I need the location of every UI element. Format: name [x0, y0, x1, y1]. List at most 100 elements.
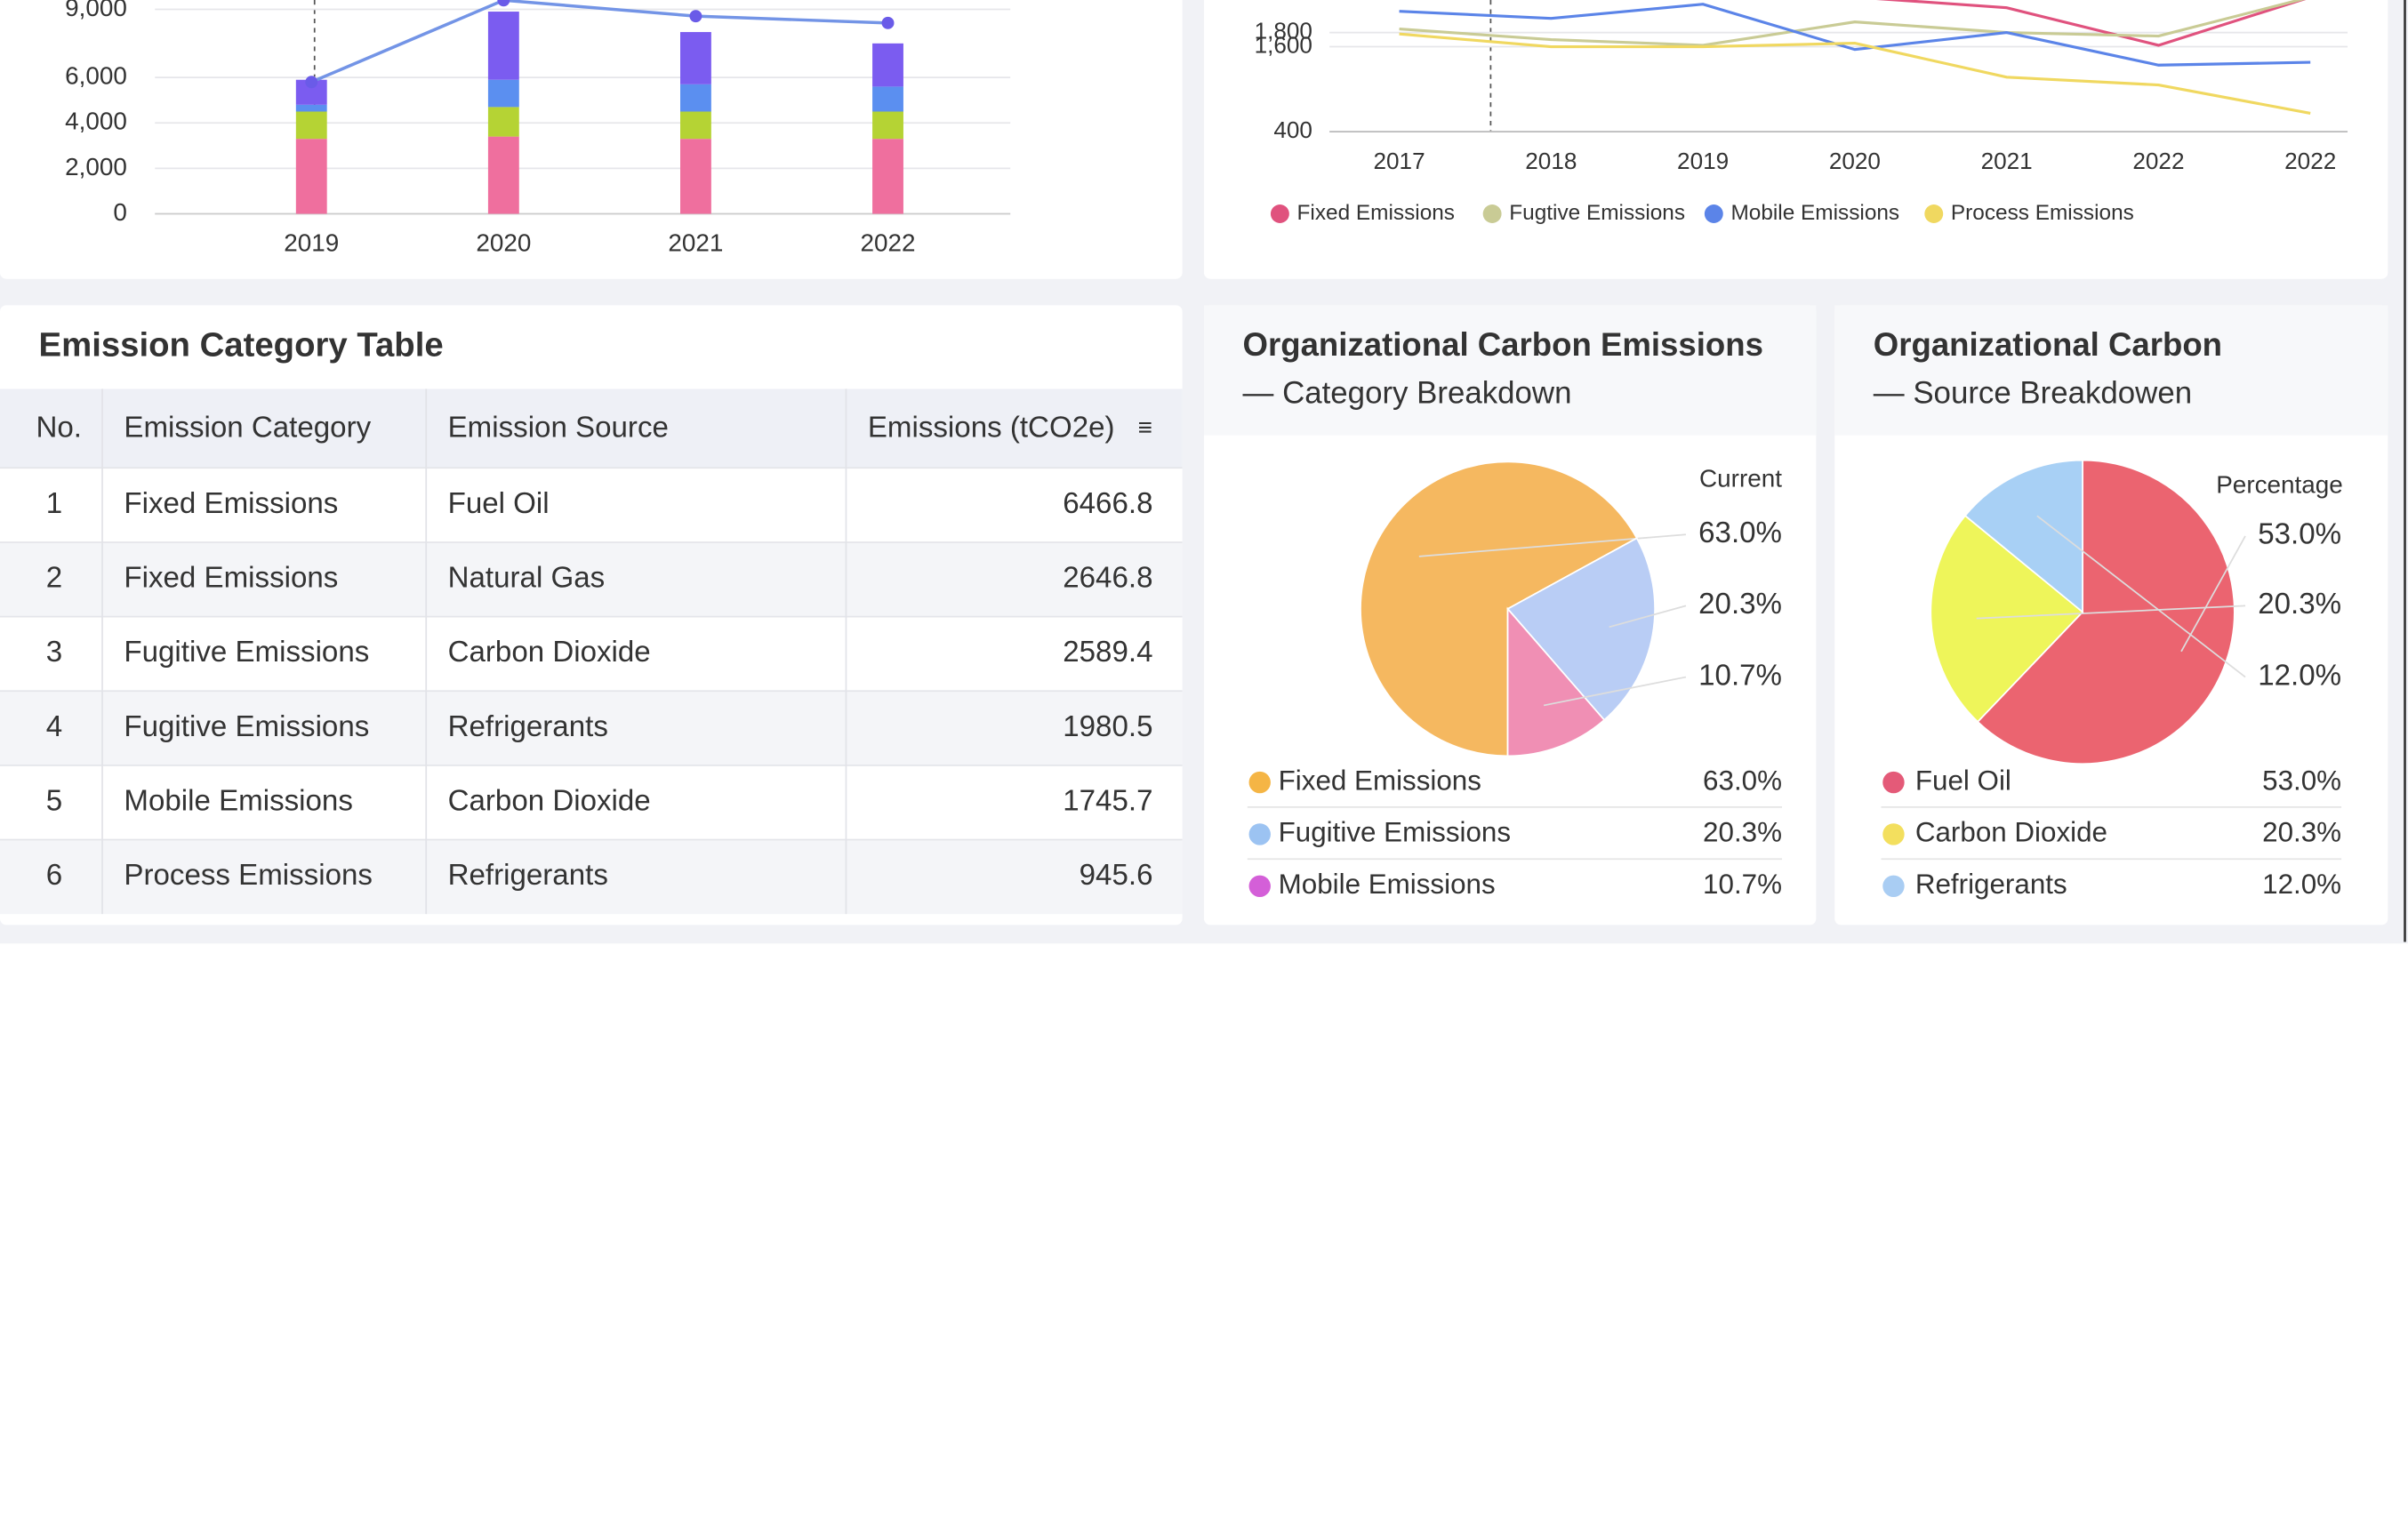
pie-slice — [1963, 459, 2083, 614]
table-title: Emission Category Table — [39, 326, 444, 364]
menu-icon: ≡ — [1138, 413, 1152, 441]
bar-segment — [295, 104, 327, 112]
y-tick-label: 1,600 — [1255, 31, 1312, 58]
x-tick-label: 2022 — [861, 229, 916, 257]
table-cell: Fixed Emissions — [124, 487, 338, 520]
column-header: Emissions (tCO2e) — [868, 411, 1115, 444]
slice-label: 63.0% — [1698, 517, 1782, 549]
y-tick-label: 4,000 — [65, 108, 127, 135]
point — [497, 0, 510, 7]
bar-segment — [680, 32, 711, 84]
table-row — [0, 691, 1183, 765]
legend-label: Mobile Emissions — [1279, 869, 1496, 900]
legend-dot — [1248, 875, 1271, 898]
legend-value: 53.0% — [2262, 765, 2341, 796]
x-tick-label: 2019 — [284, 229, 339, 257]
table-row — [0, 616, 1183, 692]
pie-header: Percentage — [2216, 471, 2343, 499]
legend-value: 63.0% — [1703, 765, 1782, 796]
legend-label: Carbon Dioxide — [1915, 817, 2107, 848]
y-tick-label: 1,800 — [1255, 17, 1312, 44]
bar-segment — [487, 79, 519, 108]
legend-label: Fixed Emissions — [1297, 201, 1455, 225]
x-tick-label: 2017 — [1374, 148, 1425, 174]
bar-segment — [295, 111, 327, 140]
panel — [0, 0, 1183, 279]
table-cell: 6 — [46, 859, 62, 892]
y-tick-label: 6,000 — [65, 62, 127, 90]
x-tick-label: 2018 — [1525, 148, 1577, 174]
line — [310, 0, 888, 84]
legend-dot — [1248, 771, 1271, 794]
table-cell: Natural Gas — [448, 562, 606, 595]
table-row — [0, 839, 1183, 915]
pie-title: Organizational Carbon Emissions — [1243, 326, 1763, 363]
x-tick-label: 2019 — [1677, 148, 1729, 174]
legend-dot — [1882, 823, 1905, 845]
pie-slice — [1360, 461, 1638, 757]
x-tick-label: 2020 — [476, 229, 531, 257]
table-cell: Fugitive Emissions — [124, 710, 369, 743]
legend-dot — [1882, 875, 1905, 898]
legend-label: Mobile Emissions — [1730, 201, 1899, 225]
legend-dot — [1248, 823, 1271, 845]
line — [1399, 32, 2311, 115]
x-tick-label: 2022 — [2284, 148, 2336, 174]
table-cell: 945.6 — [1080, 859, 1153, 892]
table-cell: 2646.8 — [1063, 562, 1152, 595]
table-cell: 2 — [46, 562, 62, 595]
leader-line — [1543, 676, 1687, 707]
point — [881, 16, 895, 29]
bar-segment — [680, 84, 711, 112]
leader-line — [2180, 535, 2246, 653]
table-row — [0, 765, 1183, 840]
legend-label: Fuel Oil — [1915, 765, 2011, 796]
pie-slice — [1930, 514, 2084, 724]
table-cell: 3 — [46, 636, 62, 669]
y-tick-label: 400 — [1273, 116, 1312, 143]
x-tick-label: 2021 — [1981, 148, 2033, 174]
legend-dot — [1882, 771, 1905, 794]
bar-segment — [872, 111, 903, 140]
table-cell: Fugitive Emissions — [124, 636, 369, 669]
legend-label: Refrigerants — [1915, 869, 2067, 900]
legend-value: 12.0% — [2262, 869, 2341, 900]
legend-value: 20.3% — [1703, 817, 1782, 848]
pie-header: Current — [1699, 465, 1782, 493]
legend-dot — [1270, 204, 1289, 223]
legend-label: Fugtive Emissions — [1509, 201, 1685, 225]
panel — [1204, 0, 2388, 279]
slice-label: 53.0% — [2258, 518, 2341, 551]
bar-segment — [680, 139, 711, 214]
point — [689, 10, 702, 23]
panel-header — [1834, 305, 2388, 436]
pie-subtitle: — Category Breakdown — [1243, 376, 1572, 411]
point — [305, 76, 318, 89]
x-tick-label: 2022 — [2132, 148, 2184, 174]
panel-header — [1204, 305, 1817, 436]
pie-slice — [1506, 537, 1656, 722]
legend-label: Process Emissions — [1951, 201, 2134, 225]
table-cell: Process Emissions — [124, 859, 373, 892]
table-cell: 2589.4 — [1063, 636, 1152, 669]
column-header: Emission Source — [448, 411, 669, 444]
table-cell: 1980.5 — [1063, 710, 1152, 743]
bar-segment — [295, 139, 327, 214]
bar-segment — [872, 86, 903, 112]
table-cell: Fixed Emissions — [124, 562, 338, 595]
x-tick-label: 2020 — [1829, 148, 1881, 174]
leader-line — [2036, 515, 2246, 678]
leader-line — [1418, 533, 1687, 557]
line — [1399, 0, 2305, 47]
slice-label: 20.3% — [1698, 588, 1782, 621]
pie-subtitle: — Source Breakdowen — [1874, 376, 2192, 411]
bar-segment — [487, 136, 519, 214]
legend-dot — [1924, 204, 1944, 223]
content: 0 2,000 4,000 6,000 9,000 2019 2020 2021 2022 400… — [0, 0, 2348, 915]
table-cell: 1 — [46, 487, 62, 520]
table-cell: Carbon Dioxide — [448, 784, 651, 817]
legend-label: Fugitive Emissions — [1279, 817, 1511, 848]
slice-label: 12.0% — [2258, 659, 2341, 692]
